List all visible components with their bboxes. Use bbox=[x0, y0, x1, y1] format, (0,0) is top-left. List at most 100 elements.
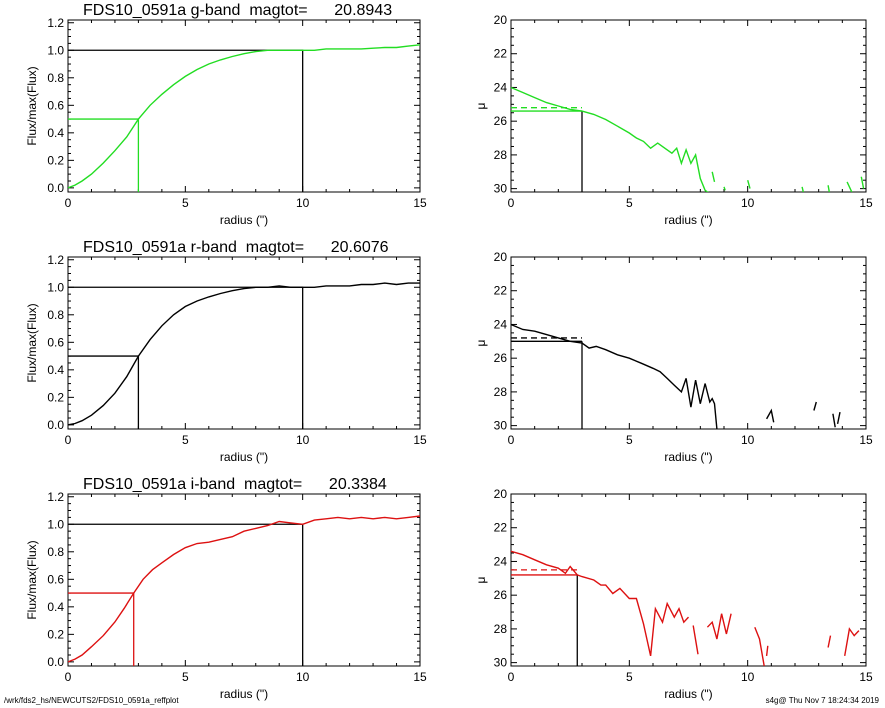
growth-curve bbox=[68, 44, 420, 189]
profile-segment bbox=[813, 401, 817, 411]
x-tick-label: 15 bbox=[859, 433, 873, 447]
y-tick-label: 0.2 bbox=[47, 390, 64, 404]
profile-segment bbox=[765, 408, 775, 423]
y-axis-label: Flux/max(Flux) bbox=[25, 66, 39, 145]
footer-timestamp: s4g@ Thu Nov 7 18:24:34 2019 bbox=[765, 696, 879, 705]
growth-curve bbox=[68, 282, 420, 426]
plot-frame bbox=[510, 256, 867, 430]
y-axis-label: Flux/max(Flux) bbox=[25, 303, 39, 382]
x-tick-label: 0 bbox=[508, 433, 515, 447]
y-tick-label: 0.8 bbox=[47, 308, 64, 322]
x-axis-label: radius (") bbox=[664, 450, 712, 464]
x-tick-label: 10 bbox=[296, 433, 310, 447]
x-axis-label: radius (") bbox=[664, 687, 712, 701]
x-tick-label: 15 bbox=[413, 670, 427, 684]
profile-segment bbox=[765, 645, 769, 656]
y-tick-label: 24 bbox=[494, 80, 508, 94]
y-tick-label: 22 bbox=[494, 47, 508, 61]
footer-path: /wrk/fds2_hs/NEWCUTS2/FDS10_0591a_reffpl… bbox=[4, 696, 179, 705]
y-tick-label: 0.2 bbox=[47, 627, 64, 641]
x-axis-label: radius (") bbox=[220, 687, 268, 701]
plot-area bbox=[68, 44, 420, 192]
x-tick-label: 5 bbox=[182, 196, 189, 210]
y-axis-label: Flux/max(Flux) bbox=[25, 540, 39, 619]
growth-curve bbox=[68, 515, 420, 663]
panel-2: 0 5 10 15 20 22 24 26 28 30 radius (") μ bbox=[474, 13, 873, 227]
x-tick-label: 10 bbox=[296, 670, 310, 684]
x-tick-label: 10 bbox=[741, 433, 755, 447]
x-tick-label: 15 bbox=[859, 670, 873, 684]
x-tick-label: 0 bbox=[508, 670, 515, 684]
y-tick-label: 0.0 bbox=[47, 418, 64, 432]
total-light-marker bbox=[68, 286, 304, 429]
y-tick-label: 28 bbox=[494, 385, 508, 399]
profile-segment bbox=[844, 627, 860, 657]
panel-1: 0 5 10 15 0.0 0.2 0.4 0.6 0.8 1.0 1.2 radius (") Flu… bbox=[25, 2, 427, 227]
panel-6: 0 5 10 15 20 22 24 26 28 30 radius (") μ bbox=[474, 487, 873, 701]
y-tick-label: 30 bbox=[494, 419, 508, 433]
total-light-marker bbox=[68, 49, 304, 192]
y-tick-label: 1.2 bbox=[47, 253, 64, 267]
x-tick-label: 10 bbox=[741, 670, 755, 684]
panel-4: 0 5 10 15 20 22 24 26 28 30 radius (") μ bbox=[474, 250, 873, 464]
x-tick-label: 10 bbox=[296, 196, 310, 210]
x-tick-label: 0 bbox=[65, 670, 72, 684]
x-tick-label: 0 bbox=[65, 196, 72, 210]
panel-3: 0 5 10 15 0.0 0.2 0.4 0.6 0.8 1.0 1.2 radius (") Flu… bbox=[25, 239, 427, 464]
profile-segment bbox=[832, 413, 836, 428]
plot-area bbox=[511, 86, 865, 192]
plot-area bbox=[68, 282, 420, 429]
y-tick-label: 0.8 bbox=[47, 71, 64, 85]
x-tick-label: 5 bbox=[626, 196, 633, 210]
x-tick-label: 15 bbox=[859, 196, 873, 210]
x-axis-label: radius (") bbox=[220, 213, 268, 227]
y-tick-label: 20 bbox=[494, 250, 508, 264]
y-tick-label: 28 bbox=[494, 622, 508, 636]
y-tick-label: 30 bbox=[494, 656, 508, 670]
y-tick-label: 0.6 bbox=[47, 572, 64, 586]
y-tick-label: 24 bbox=[494, 317, 508, 331]
profile-segment bbox=[827, 635, 832, 648]
y-tick-label: 0.4 bbox=[47, 126, 64, 140]
y-axis-label: μ bbox=[474, 576, 488, 583]
profile-segment bbox=[754, 626, 765, 666]
chart-title: FDS10_0591a i-band magtot= 20.3384 bbox=[83, 476, 387, 493]
plot-frame bbox=[510, 493, 867, 667]
x-axis-label: radius (") bbox=[220, 450, 268, 464]
half-light-marker bbox=[68, 355, 140, 429]
profile-segment bbox=[747, 180, 751, 189]
profile-segment bbox=[860, 176, 865, 189]
plot-frame bbox=[67, 19, 421, 193]
profile-segment bbox=[801, 186, 804, 192]
y-tick-label: 1.2 bbox=[47, 490, 64, 504]
y-tick-label: 1.2 bbox=[47, 16, 64, 30]
y-tick-label: 22 bbox=[494, 284, 508, 298]
profile-segment bbox=[511, 86, 709, 192]
y-tick-label: 0.8 bbox=[47, 545, 64, 559]
y-tick-label: 24 bbox=[494, 554, 508, 568]
plot-area bbox=[68, 515, 420, 666]
profile-segment bbox=[511, 550, 690, 657]
profile-segment bbox=[723, 186, 726, 191]
y-tick-label: 22 bbox=[494, 521, 508, 535]
y-tick-label: 0.6 bbox=[47, 98, 64, 112]
y-tick-label: 26 bbox=[494, 114, 508, 128]
plot-frame bbox=[510, 19, 867, 193]
x-tick-label: 0 bbox=[65, 433, 72, 447]
x-tick-label: 5 bbox=[626, 433, 633, 447]
y-tick-label: 0.0 bbox=[47, 181, 64, 195]
y-tick-label: 20 bbox=[494, 13, 508, 27]
x-tick-label: 0 bbox=[508, 196, 515, 210]
y-tick-label: 20 bbox=[494, 487, 508, 501]
y-tick-label: 26 bbox=[494, 351, 508, 365]
y-tick-label: 0.4 bbox=[47, 600, 64, 614]
x-tick-label: 5 bbox=[182, 670, 189, 684]
half-light-marker bbox=[68, 118, 140, 192]
y-tick-label: 30 bbox=[494, 182, 508, 196]
profile-segment bbox=[827, 185, 830, 192]
profile-segment bbox=[692, 625, 699, 655]
x-tick-label: 5 bbox=[626, 670, 633, 684]
profile-segment bbox=[846, 181, 853, 192]
y-tick-label: 1.0 bbox=[47, 517, 64, 531]
